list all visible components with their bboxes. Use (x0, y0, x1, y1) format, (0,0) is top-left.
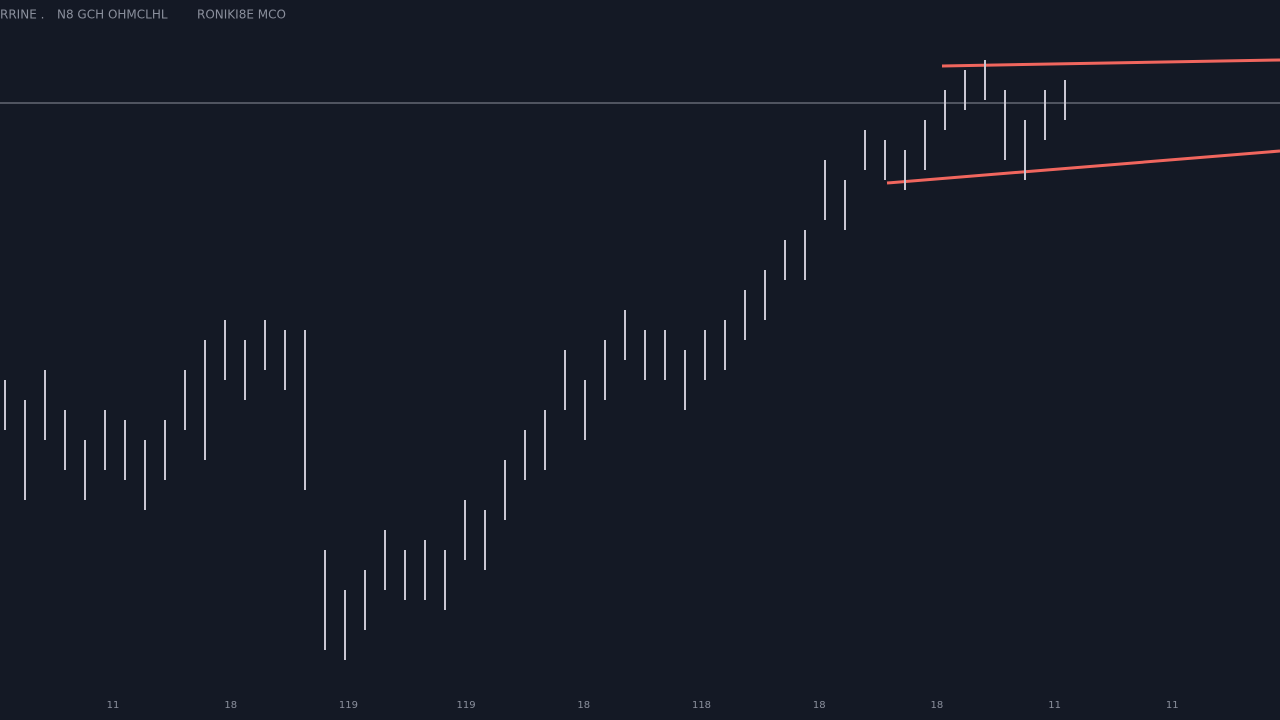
trendline (886, 149, 1280, 185)
x-tick-label: 119 (339, 700, 358, 711)
x-tick-label: 119 (457, 700, 476, 711)
info: N8 GCH OHMCLHL (57, 8, 168, 22)
x-tick-label: 18 (577, 700, 590, 711)
x-tick-label: 18 (813, 700, 826, 711)
extra: RONIKI8E MCO (197, 8, 286, 22)
x-tick-label: 118 (692, 700, 711, 711)
x-tick-label: 11 (1166, 700, 1179, 711)
trendline (941, 58, 1280, 68)
symbol: RRINE . (0, 8, 44, 22)
x-tick-label: 18 (224, 700, 237, 711)
x-tick-label: 18 (931, 700, 944, 711)
x-tick-label: 11 (107, 700, 120, 711)
x-tick-label: 11 (1048, 700, 1061, 711)
